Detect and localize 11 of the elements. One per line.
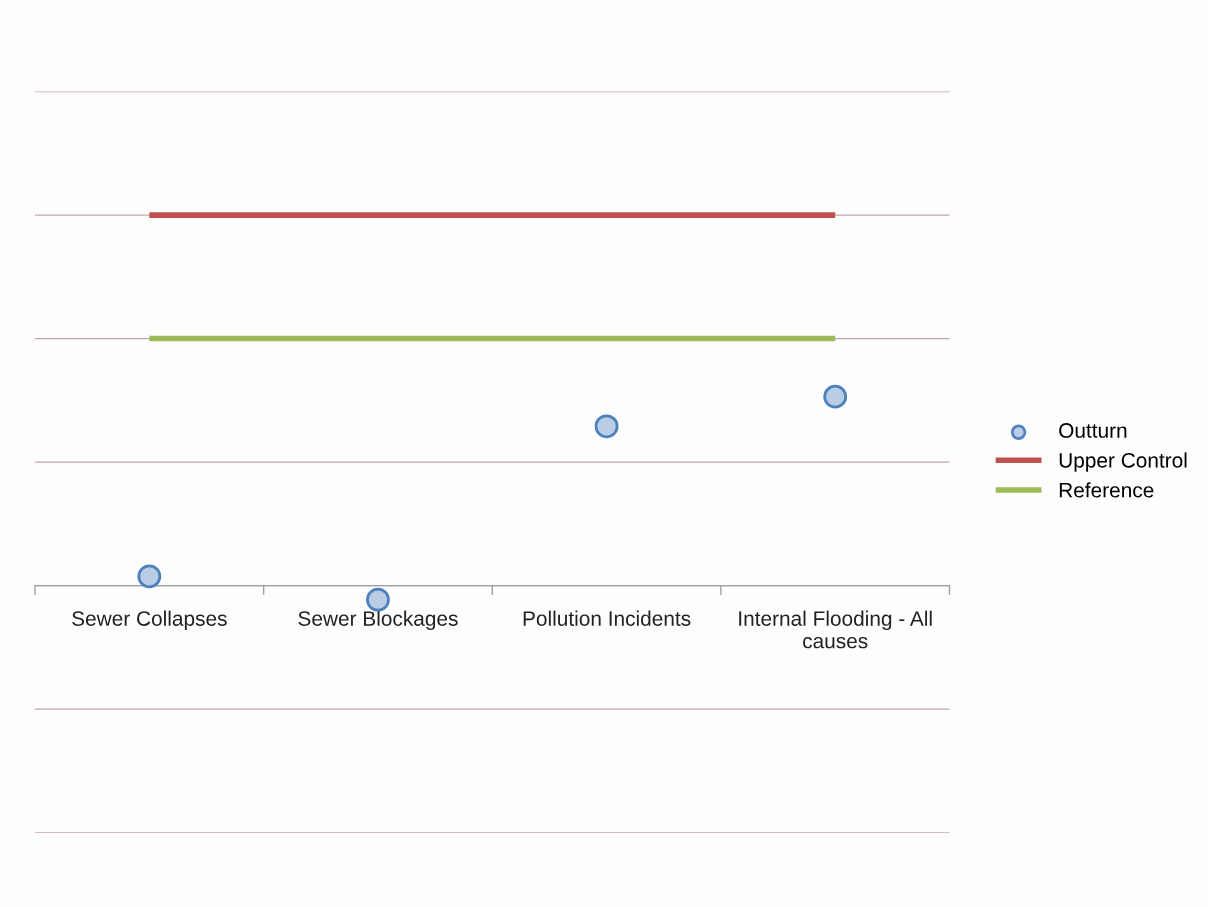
legend-label: Upper Control xyxy=(1059,452,1187,472)
x-tick-label: Internal Flooding - All causes xyxy=(739,610,932,649)
point xyxy=(823,384,848,409)
x-tick-label: Pollution Incidents xyxy=(523,610,691,626)
x-tick-label: Sewer Collapses xyxy=(72,610,227,631)
point xyxy=(366,587,390,612)
point xyxy=(137,564,162,589)
legend-label: Outturn xyxy=(1059,423,1127,438)
x-tick-label: Sewer Blockages xyxy=(298,610,458,631)
point xyxy=(594,414,619,439)
legend-label: Reference xyxy=(1059,482,1154,498)
